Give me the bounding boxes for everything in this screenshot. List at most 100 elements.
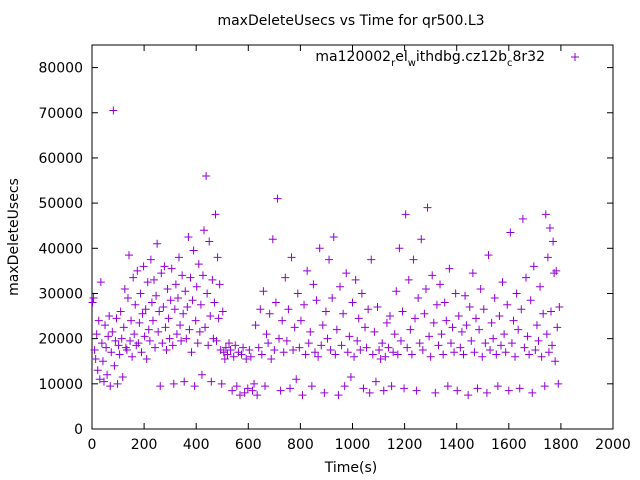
data-point xyxy=(542,330,551,339)
data-point xyxy=(99,377,108,386)
data-point xyxy=(450,348,459,357)
data-point xyxy=(105,312,114,321)
data-point xyxy=(197,370,206,379)
data-point xyxy=(439,350,448,359)
data-point xyxy=(495,312,504,321)
data-point xyxy=(225,339,234,348)
data-point xyxy=(256,305,265,314)
data-point xyxy=(493,382,502,391)
data-point xyxy=(166,296,175,305)
data-point xyxy=(431,388,440,397)
data-point xyxy=(159,303,168,312)
data-point xyxy=(169,379,178,388)
data-point xyxy=(528,388,537,397)
data-point xyxy=(220,354,229,363)
data-point xyxy=(506,228,515,237)
data-point xyxy=(229,352,238,361)
data-point xyxy=(141,305,150,314)
data-point xyxy=(414,293,423,302)
data-point xyxy=(215,280,224,289)
data-point xyxy=(482,388,491,397)
data-point xyxy=(186,273,195,282)
data-point xyxy=(155,307,164,316)
data-point xyxy=(173,293,182,302)
data-point xyxy=(146,255,155,264)
data-point xyxy=(340,382,349,391)
data-point xyxy=(314,352,323,361)
data-point xyxy=(328,293,337,302)
data-point xyxy=(293,289,302,298)
plot-frame xyxy=(91,44,614,430)
data-point xyxy=(185,325,194,334)
data-point xyxy=(180,377,189,386)
data-point xyxy=(161,323,170,332)
data-point xyxy=(429,318,438,327)
data-point xyxy=(512,289,521,298)
data-point xyxy=(202,172,211,181)
data-point xyxy=(242,354,251,363)
data-point xyxy=(396,336,405,345)
data-point xyxy=(240,388,249,397)
data-point xyxy=(246,352,255,361)
data-point xyxy=(190,382,199,391)
data-point xyxy=(307,382,316,391)
data-point xyxy=(172,330,181,339)
data-point xyxy=(187,348,196,357)
data-point xyxy=(379,386,388,395)
data-point xyxy=(534,336,543,345)
data-point xyxy=(212,336,221,345)
y-tick-label: 10000 xyxy=(38,377,83,393)
data-point xyxy=(364,305,373,314)
data-point xyxy=(175,253,184,262)
data-point xyxy=(415,339,424,348)
data-point xyxy=(133,266,142,275)
data-point xyxy=(511,352,520,361)
data-point xyxy=(515,384,524,393)
data-point xyxy=(417,235,426,244)
data-point xyxy=(93,366,102,375)
data-point xyxy=(94,316,103,325)
data-point xyxy=(553,323,562,332)
data-point xyxy=(254,343,263,352)
data-point xyxy=(331,350,340,359)
data-point xyxy=(501,348,510,357)
legend-series-name: ma120002relwithdbg.cz12bc8r32 xyxy=(315,49,545,69)
data-point xyxy=(282,336,291,345)
data-point xyxy=(504,386,513,395)
data-point xyxy=(237,350,246,359)
data-point xyxy=(306,327,315,336)
data-point xyxy=(245,345,254,354)
data-point xyxy=(420,309,429,318)
data-point xyxy=(278,316,287,325)
data-point xyxy=(162,345,171,354)
data-point xyxy=(290,323,299,332)
data-point xyxy=(135,318,144,327)
data-point xyxy=(178,271,187,280)
data-point xyxy=(337,341,346,350)
y-tick-label: 0 xyxy=(74,422,83,438)
y-tick-label: 50000 xyxy=(38,196,83,212)
data-point xyxy=(171,280,180,289)
data-point xyxy=(551,357,560,366)
data-point xyxy=(409,255,418,264)
data-point xyxy=(421,284,430,293)
data-point xyxy=(198,271,207,280)
data-point xyxy=(139,262,148,271)
x-tick-label: 0 xyxy=(88,437,97,453)
y-tick-label: 80000 xyxy=(38,61,83,77)
data-point xyxy=(210,298,219,307)
data-point xyxy=(111,336,120,345)
data-point xyxy=(490,293,499,302)
data-point xyxy=(109,106,118,115)
data-point xyxy=(356,345,365,354)
data-point xyxy=(102,343,111,352)
data-point xyxy=(462,321,471,330)
data-point xyxy=(315,244,324,253)
data-point xyxy=(362,343,371,352)
data-point xyxy=(300,300,309,309)
legend-marker-icon xyxy=(571,53,579,61)
data-point xyxy=(267,354,276,363)
data-point xyxy=(287,253,296,262)
data-point xyxy=(268,235,277,244)
data-point xyxy=(432,300,441,309)
